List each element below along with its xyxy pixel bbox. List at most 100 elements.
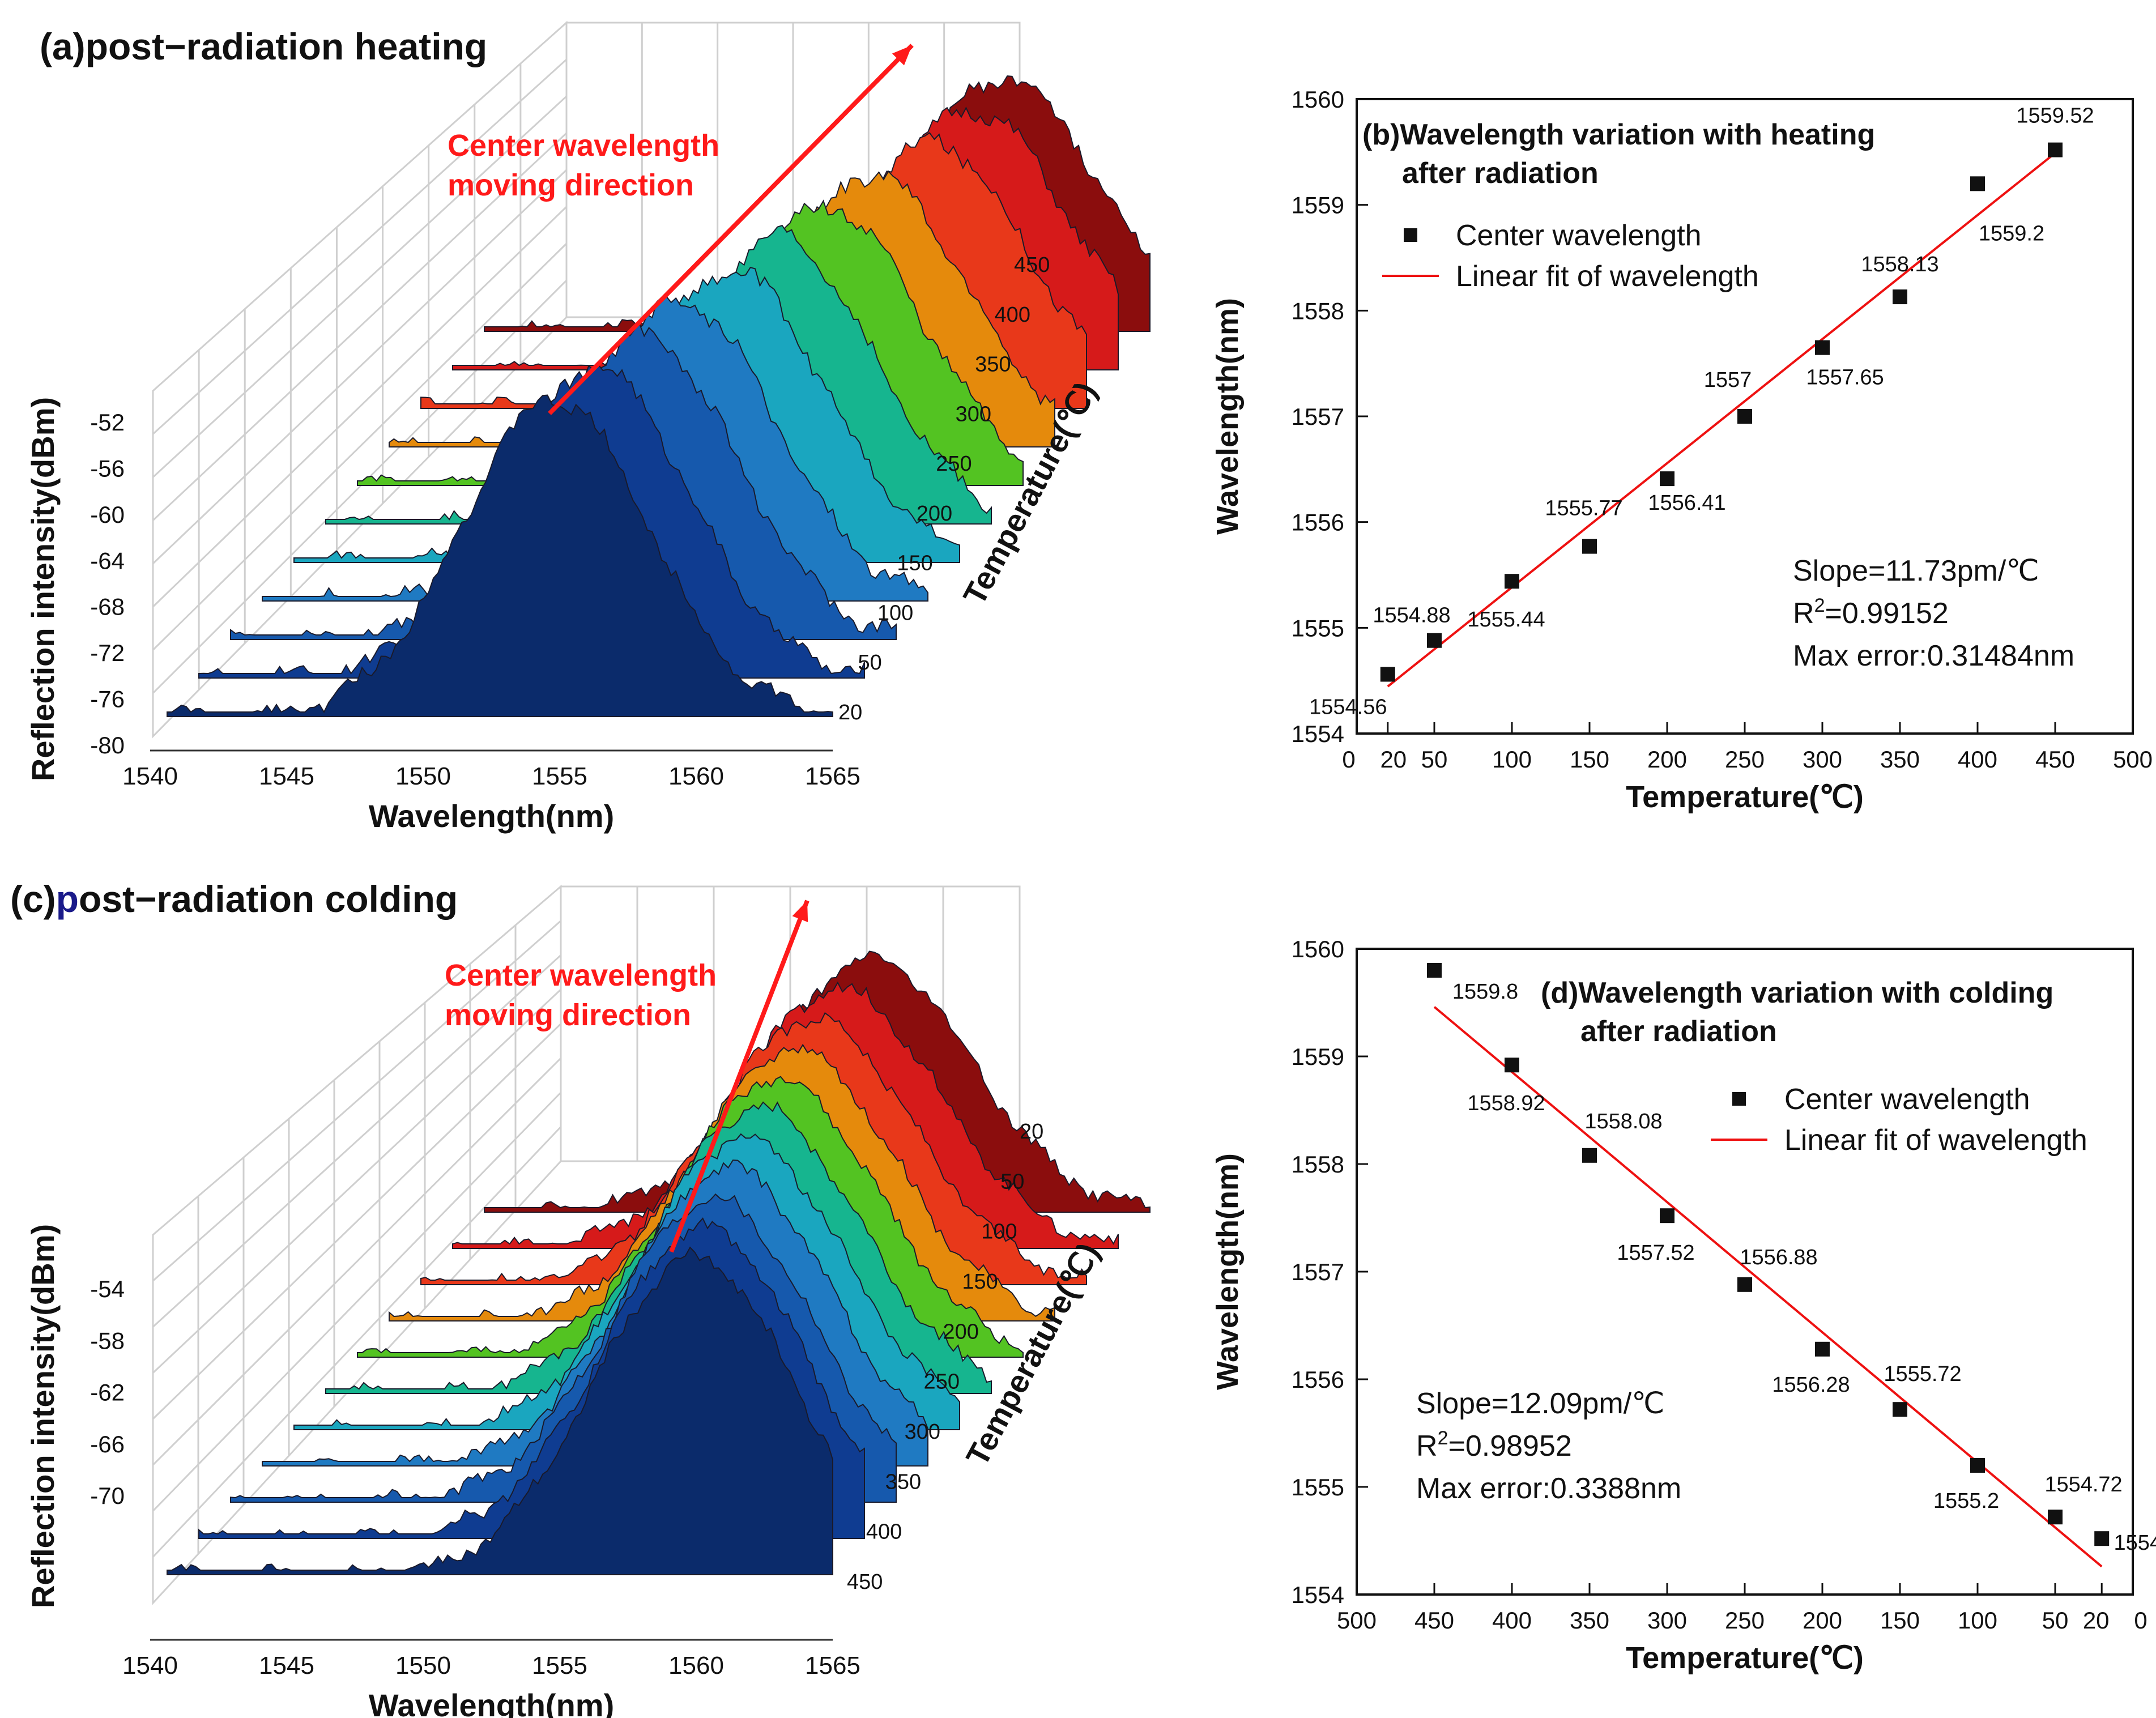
data-point-label: 1555.2 [1933,1489,1999,1513]
wavelength-tick-label: 1540 [122,1652,178,1679]
x-tick-label: 20 [1380,746,1407,773]
intensity-tick-label: -60 [90,501,125,528]
wavelength-tick-label: 1545 [259,762,314,790]
data-point-label: 1554.88 [1373,604,1450,628]
data-point-label: 1554.52 [2114,1531,2156,1555]
data-point-label: 1558.13 [1861,253,1938,276]
data-point-label: 1558.08 [1584,1110,1662,1133]
legend-label-fit: Linear fit of wavelength [1456,260,1759,293]
intensity-axis-title: Reflection intensity(dBm) [25,1224,61,1608]
wavelength-tick-label: 1550 [395,1652,451,1679]
r-squared-stat: R2=0.98952 [1416,1427,1572,1463]
x-tick-label: 50 [2042,1607,2069,1634]
x-tick-label: 350 [1880,746,1920,773]
direction-arrow-head [792,901,808,922]
wavelength-tick-label: 1540 [122,762,178,790]
wavelength-tick-label: 1560 [668,1652,724,1679]
panel-c-title-group: (c)post−radiation colding [10,878,458,920]
temperature-tick-label: 300 [956,402,991,426]
data-point [2094,1531,2110,1546]
temperature-tick-label: 300 [905,1420,940,1444]
direction-arrow-head [892,45,912,66]
intensity-tick-label: -66 [90,1431,125,1457]
direction-annotation-line2: moving direction [445,998,691,1032]
data-point-label: 1554.72 [2044,1473,2122,1497]
y-tick-label: 1558 [1292,1151,1344,1178]
y-tick-label: 1559 [1292,192,1344,219]
data-point [1505,574,1519,589]
intensity-tick-label: -52 [90,409,125,436]
x-tick-label: 400 [1492,1607,1532,1634]
temperature-tick-label: 20 [838,701,862,724]
direction-annotation-line2: moving direction [448,168,694,202]
data-point-label: 1555.72 [1884,1362,1961,1386]
x-tick-label: 0 [1342,746,1355,773]
intensity-tick-label: -68 [90,594,125,620]
spectrum-ribbon [167,1246,833,1575]
panel-c-title-prefix: (c) [10,878,56,920]
r-squared-value: =0.98952 [1448,1430,1571,1463]
side-wall-gridline [152,279,568,694]
data-point [1660,1208,1674,1224]
side-wall-gridline [152,1126,562,1558]
linear-fit-line [1387,152,2056,688]
side-wall-gridline [152,206,568,608]
data-point [1427,633,1442,648]
y-axis-title: Wavelength(nm) [1211,298,1245,535]
slope-stat: Slope=12.09pm/℃ [1416,1387,1665,1420]
x-tick-label: 200 [1647,746,1687,773]
wavelength-tick-label: 1545 [259,1652,314,1679]
data-point-label: 1556.88 [1740,1246,1817,1269]
wavelength-tick-label: 1560 [668,762,724,790]
x-tick-label: 350 [1570,1607,1609,1634]
x-tick-label: 400 [1958,746,1997,773]
r-squared-prefix: R [1416,1430,1438,1463]
y-tick-label: 1555 [1292,615,1344,641]
wavelength-tick-label: 1565 [805,762,860,790]
y-tick-label: 1555 [1292,1474,1344,1500]
x-tick-label: 300 [1803,746,1842,773]
data-point-label: 1559.2 [1979,221,2044,245]
data-point [1893,289,1907,305]
wavelength-axis-title: Wavelength(nm) [369,1687,614,1718]
data-point [1815,1341,1830,1357]
direction-arrow [669,900,809,1253]
wavelength-tick-label: 1555 [532,762,587,790]
temperature-tick-label: 450 [847,1570,883,1594]
data-point-label: 1555.77 [1545,497,1622,521]
temperature-tick-label: 20 [1020,1120,1043,1144]
x-tick-label: 450 [2035,746,2075,773]
wavelength-tick-label: 1565 [805,1652,860,1679]
intensity-tick-label: -64 [90,547,125,574]
panel-c-title-p: p [56,878,79,920]
data-point [1815,340,1830,355]
side-wall-gridline [152,954,562,1328]
legend-label-center: Center wavelength [1456,219,1702,252]
x-tick-label: 250 [1725,746,1765,773]
max-error-stat: Max error:0.31484nm [1793,640,2074,672]
wavelength-tick-label: 1555 [532,1652,587,1679]
side-wall-gridline [152,95,568,478]
plot-title-line2: after radiation [1580,1015,1777,1048]
data-point [1582,539,1597,554]
y-tick-label: 1557 [1292,403,1344,430]
data-point-label: 1555.44 [1467,608,1545,632]
data-point-label: 1557.52 [1617,1241,1694,1265]
x-axis-title: Temperature(℃) [1626,780,1864,814]
y-tick-label: 1558 [1292,297,1344,324]
temperature-tick-label: 200 [943,1320,978,1344]
x-tick-label: 300 [1647,1607,1687,1634]
legend-label-center: Center wavelength [1784,1083,2030,1116]
side-wall-gridline [152,1023,562,1420]
intensity-tick-label: -62 [90,1379,125,1406]
data-point [1970,1458,1985,1473]
temperature-tick-label: 250 [924,1370,960,1394]
legend-marker-point [1404,228,1417,242]
side-wall-gridline [152,1092,562,1512]
side-wall-gridline [152,1058,562,1466]
y-tick-label: 1556 [1292,1366,1344,1393]
x-tick-label: 500 [1337,1607,1377,1634]
plot-title-line1: (b)Wavelength variation with heating [1362,118,1875,151]
data-point-label: 1559.8 [1452,980,1518,1004]
wavelength-tick-label: 1550 [395,762,451,790]
